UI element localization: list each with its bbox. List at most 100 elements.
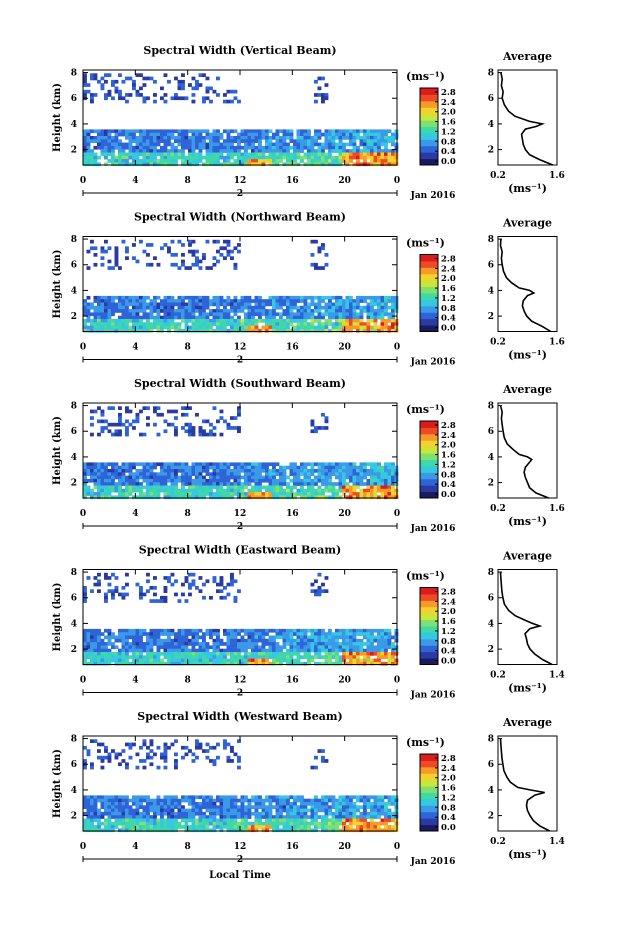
heatmap-cell bbox=[356, 652, 360, 656]
heatmap-cell bbox=[156, 492, 161, 496]
colorbar-tick-label: 2.4 bbox=[441, 98, 456, 108]
heatmap-cell bbox=[104, 648, 108, 653]
heatmap-cell bbox=[198, 478, 203, 483]
heatmap-cell bbox=[275, 482, 280, 486]
heatmap-cell bbox=[83, 299, 87, 303]
heatmap-cell bbox=[146, 312, 150, 317]
heatmap-cell bbox=[282, 132, 287, 137]
heatmap-cell bbox=[181, 745, 185, 750]
heatmap-cell bbox=[135, 635, 140, 640]
heatmap-cell bbox=[317, 645, 322, 650]
heatmap-cell bbox=[216, 139, 220, 143]
heatmap-cell bbox=[251, 132, 255, 137]
heatmap-cell bbox=[279, 299, 283, 303]
heatmap-cell bbox=[107, 469, 112, 473]
heatmap-cell bbox=[223, 475, 227, 480]
heatmap-cell bbox=[142, 798, 147, 803]
heatmap-cell bbox=[212, 462, 217, 467]
heatmap-cell bbox=[282, 652, 287, 656]
heatmap-cell bbox=[261, 495, 266, 500]
heatmap-cell bbox=[258, 485, 262, 490]
heatmap-cell bbox=[198, 328, 203, 333]
heatmap-cell bbox=[209, 802, 213, 806]
heatmap-cell bbox=[125, 645, 129, 650]
heatmap-cell bbox=[324, 478, 329, 483]
heatmap-cell bbox=[342, 309, 346, 313]
heatmap-cell bbox=[118, 315, 122, 320]
heatmap-cell bbox=[146, 658, 150, 663]
heatmap-cell bbox=[226, 249, 231, 254]
heatmap-cell bbox=[107, 89, 112, 94]
heatmap-cell bbox=[83, 658, 87, 663]
heatmap-cell bbox=[86, 802, 91, 806]
heatmap-cell bbox=[121, 475, 126, 480]
heatmap-cell bbox=[380, 492, 385, 496]
heatmap-cell bbox=[86, 825, 91, 829]
heatmap-cell bbox=[153, 811, 157, 816]
heatmap-cell bbox=[111, 139, 115, 143]
heatmap-cell bbox=[275, 472, 280, 476]
heatmap-cell bbox=[174, 302, 178, 307]
heatmap-cell bbox=[132, 305, 136, 310]
heatmap-cell bbox=[198, 159, 203, 163]
heatmap-cell bbox=[370, 469, 374, 473]
heatmap-cell bbox=[289, 472, 294, 476]
heatmap-cell bbox=[223, 145, 227, 150]
heatmap-cell bbox=[107, 478, 112, 483]
heatmap-cell bbox=[286, 325, 290, 330]
heatmap-cell bbox=[107, 429, 112, 434]
heatmap-cell bbox=[342, 159, 346, 163]
heatmap-cell bbox=[321, 478, 325, 483]
heatmap-cell bbox=[321, 482, 325, 486]
heatmap-cell bbox=[114, 79, 119, 84]
heatmap-cell bbox=[142, 811, 147, 816]
heatmap-cell bbox=[93, 492, 98, 496]
heatmap-cell bbox=[191, 635, 196, 640]
heatmap-cell bbox=[181, 83, 185, 87]
heatmap-cell bbox=[338, 465, 343, 470]
heatmap-cell bbox=[366, 319, 371, 323]
heatmap-cell bbox=[387, 305, 392, 310]
heatmap-cell bbox=[160, 145, 164, 150]
heatmap-cell bbox=[279, 149, 283, 153]
heatmap-cell bbox=[209, 299, 213, 303]
heatmap-cell bbox=[349, 139, 353, 143]
heatmap-cell bbox=[394, 478, 399, 483]
heatmap-cell bbox=[359, 475, 364, 480]
heatmap-cell bbox=[86, 811, 91, 816]
heatmap-cell bbox=[233, 648, 238, 653]
heatmap-cell bbox=[345, 295, 350, 300]
heatmap-cell bbox=[202, 302, 206, 307]
heatmap-cell bbox=[184, 579, 189, 584]
heatmap-cell bbox=[363, 628, 367, 633]
heatmap-cell bbox=[338, 149, 343, 153]
heatmap-cell bbox=[114, 259, 119, 264]
colorbar-tick-label: 0.8 bbox=[441, 637, 456, 647]
heatmap-cell bbox=[394, 322, 399, 326]
heatmap-cell bbox=[317, 302, 322, 307]
heatmap-cell bbox=[160, 162, 164, 167]
heatmap-cell bbox=[149, 475, 154, 480]
heatmap-cell bbox=[160, 755, 164, 760]
heatmap-cell bbox=[335, 319, 339, 323]
heatmap-cell bbox=[226, 658, 231, 663]
heatmap-cell bbox=[212, 815, 217, 819]
heatmap-cell bbox=[345, 661, 350, 666]
heatmap-cell bbox=[125, 828, 129, 833]
heatmap-cell bbox=[338, 295, 343, 300]
heatmap-cell bbox=[195, 478, 199, 483]
heatmap-cell bbox=[177, 328, 182, 333]
heatmap-cell bbox=[244, 465, 248, 470]
heatmap-cell bbox=[97, 645, 101, 650]
heatmap-cell bbox=[296, 312, 301, 317]
heatmap-cell bbox=[139, 759, 143, 763]
heatmap-cell bbox=[268, 295, 273, 300]
heatmap-cell bbox=[128, 645, 133, 650]
heatmap-cell bbox=[265, 488, 269, 493]
heatmap-cell bbox=[247, 462, 252, 467]
profile-x-axis-label: (ms⁻¹) bbox=[508, 182, 547, 195]
heatmap-cell bbox=[230, 305, 234, 310]
colorbar-tick-label: 2.8 bbox=[441, 421, 456, 431]
heatmap-cell bbox=[282, 129, 287, 134]
heatmap-cell bbox=[121, 159, 126, 163]
